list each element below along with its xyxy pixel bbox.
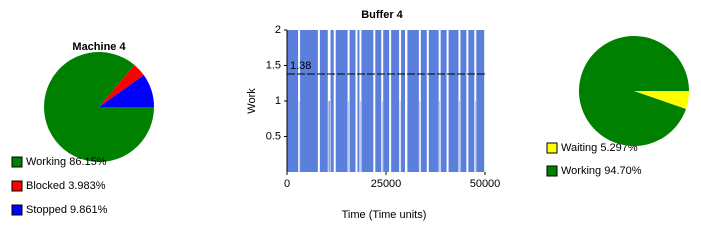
step-area xyxy=(391,30,400,172)
legend-label: Working 94.70% xyxy=(561,165,642,177)
y-axis-label: Work xyxy=(246,88,258,114)
legend-value: 86.15% xyxy=(69,156,107,168)
legend-name: Working xyxy=(26,156,66,168)
step-area xyxy=(448,30,459,172)
step-area xyxy=(349,30,356,172)
step-area xyxy=(361,30,374,172)
x-tick-label: 25000 xyxy=(371,178,402,190)
step-area xyxy=(440,30,447,172)
chart-title: Buffer 4 xyxy=(361,9,403,21)
y-tick-label: 2 xyxy=(275,24,281,36)
legend-value: 3.983% xyxy=(68,180,106,192)
legend-value: 9.861% xyxy=(70,204,108,216)
legend-swatch xyxy=(546,165,558,177)
y-tick-label: 1.5 xyxy=(266,59,281,71)
pie-title: Machine 4 xyxy=(72,41,126,53)
legend-label: Blocked 3.983% xyxy=(26,180,106,192)
step-area xyxy=(460,30,467,172)
pie-slice xyxy=(99,64,144,107)
dashboard: Machine 4 Buffer 4 Time (Time units) Wor… xyxy=(11,9,689,221)
step-area xyxy=(335,30,348,172)
y-tick-label: 1 xyxy=(275,95,281,107)
legend-swatch xyxy=(11,204,23,216)
step-area xyxy=(330,30,334,172)
x-axis-label: Time (Time units) xyxy=(342,209,427,221)
pie-slice xyxy=(578,36,689,147)
legend-label: Working 86.15% xyxy=(26,156,107,168)
legend-name: Stopped xyxy=(26,204,67,216)
legend-name: Blocked xyxy=(26,180,65,192)
pie-slice xyxy=(99,75,154,107)
legend-swatch xyxy=(11,156,23,168)
legend-value: 94.70% xyxy=(604,165,642,177)
x-tick-label: 0 xyxy=(284,178,290,190)
legend-label: Stopped 9.861% xyxy=(26,204,108,216)
step-area xyxy=(357,30,360,172)
legend-name: Working xyxy=(561,165,601,177)
step-area xyxy=(375,30,382,172)
step-area xyxy=(300,30,318,172)
legend-swatch xyxy=(546,142,558,154)
x-tick-label: 50000 xyxy=(470,178,501,190)
step-area xyxy=(319,30,328,172)
step-area xyxy=(420,30,427,172)
pie-slice xyxy=(634,91,689,109)
step-area xyxy=(287,30,299,172)
step-area xyxy=(468,30,475,172)
step-area xyxy=(328,101,330,172)
legend-name: Waiting xyxy=(561,142,597,154)
mean-label: 1.38 xyxy=(290,60,311,72)
step-area xyxy=(428,30,439,172)
step-area xyxy=(476,30,485,172)
y-tick-label: 0.5 xyxy=(266,130,281,142)
step-area xyxy=(401,30,405,172)
step-area xyxy=(407,30,419,172)
legend-swatch xyxy=(11,180,23,192)
step-area xyxy=(383,30,390,172)
